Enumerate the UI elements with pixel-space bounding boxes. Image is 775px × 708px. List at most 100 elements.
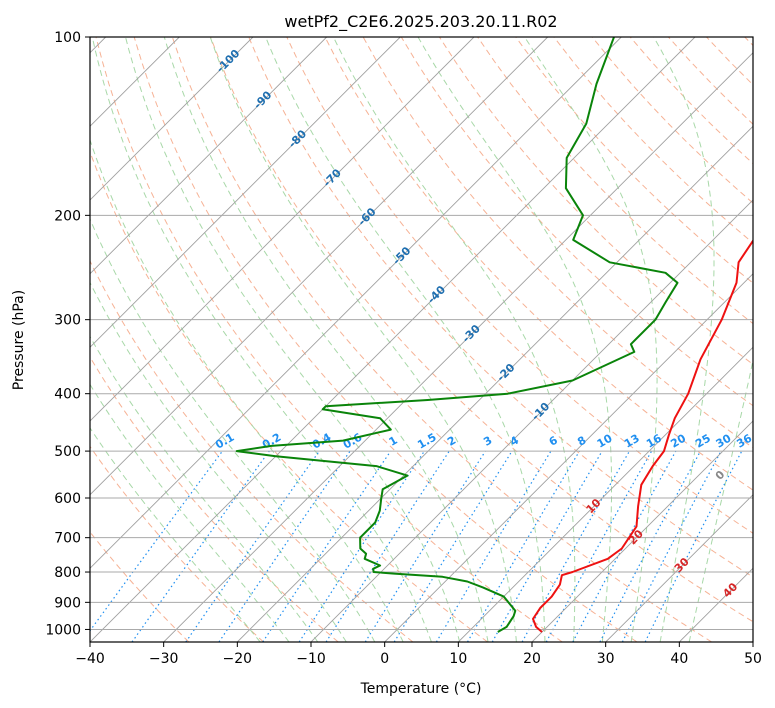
moist-adiabat [90, 383, 290, 642]
mixing-ratio-label: 6 [547, 433, 560, 448]
y-axis: 100 200 300 400 500 600 700 800 900 1000 [45, 30, 90, 638]
isotherm-label: -60 [355, 205, 378, 228]
x-tick-label: 20 [523, 651, 541, 667]
mixing-ratio-line [393, 450, 513, 642]
dry-adiabat [90, 259, 414, 642]
isotherm-label: -90 [251, 88, 274, 111]
isotherm-label: -40 [425, 283, 448, 306]
temperature-line [532, 239, 753, 633]
dry-adiabat [553, 37, 753, 244]
moist-adiabat [417, 37, 612, 642]
x-tick-label: 0 [380, 651, 389, 667]
isotherm [384, 273, 753, 642]
mixing-ratio-line [521, 450, 631, 642]
dewpoint-line [235, 37, 679, 633]
sounding-series [235, 37, 753, 633]
isotherm [752, 641, 753, 642]
background-line-labels: -100-90-80-70-60-50-40-30-20-10102030400… [213, 47, 754, 601]
isotherm-label: -50 [390, 244, 413, 267]
dry-adiabat-label: 10 [584, 496, 604, 516]
y-tick-label: 300 [54, 313, 81, 329]
mixing-ratio-line [325, 450, 450, 642]
isotherm [90, 37, 254, 201]
chart-title: wetPf2_C2E6.2025.203.20.11.R02 [284, 12, 557, 32]
x-tick-label: −10 [296, 651, 326, 667]
mixing-ratio-label: 3 [481, 434, 494, 449]
dry-adiabat [477, 37, 753, 325]
moist-adiabat [163, 37, 489, 642]
y-tick-label: 100 [54, 30, 81, 46]
mixing-ratio-line [262, 450, 392, 642]
dry-adiabat [438, 37, 753, 366]
y-axis-title: Pressure (hPa) [11, 290, 27, 390]
isotherm-label: -100 [214, 47, 243, 76]
mixing-ratio-line [90, 450, 223, 632]
mixing-ratio-line [218, 450, 351, 642]
mixing-ratio-line [364, 450, 486, 642]
mixing-ratio-line [572, 450, 677, 642]
x-tick-label: 10 [449, 651, 467, 667]
y-tick-label: 600 [54, 491, 81, 507]
moist-adiabat [90, 217, 376, 642]
plot-frame [89, 36, 754, 643]
mixing-ratio-line [298, 450, 425, 642]
moist-adiabat [209, 37, 517, 642]
moist-adiabat [91, 37, 432, 642]
mixing-ratio-label: 10 [595, 432, 615, 451]
grid-lines [90, 37, 753, 642]
dry-adiabat [90, 445, 264, 642]
isotherm [90, 37, 696, 642]
moist-adiabat [653, 37, 715, 642]
mixing-ratio-label: 36 [734, 432, 754, 451]
isotherm [90, 37, 475, 422]
background-lines [90, 37, 753, 642]
x-tick-label: 50 [744, 651, 762, 667]
mixing-ratio-line [599, 450, 702, 642]
moist-adiabat [90, 281, 347, 642]
y-tick-label: 200 [54, 208, 81, 224]
mixing-ratio-label: 13 [622, 432, 642, 451]
mixing-ratio-label: 2 [445, 434, 458, 449]
dry-adiabat [171, 37, 712, 642]
mixing-ratio-label: 4 [508, 433, 521, 448]
moist-adiabat [524, 37, 658, 642]
y-tick-label: 500 [54, 444, 81, 460]
mixing-ratio-line [435, 450, 552, 642]
dry-adiabat [90, 150, 488, 642]
moist-adiabat [90, 138, 404, 642]
mixing-ratio-line [131, 450, 270, 642]
dry-adiabat [515, 37, 753, 284]
moist-adiabat [90, 427, 261, 642]
isotherm [90, 37, 549, 496]
isotherm-label: -30 [460, 322, 483, 345]
dry-adiabat [210, 37, 753, 623]
isotherm [457, 346, 753, 642]
moist-adiabat [265, 37, 546, 642]
dry-adiabat [90, 356, 339, 642]
dry-adiabat [324, 37, 753, 491]
mixing-ratio-label: 25 [693, 432, 713, 451]
mixing-ratio-label: 0.1 [213, 431, 236, 452]
isotherm [236, 125, 753, 642]
dry-adiabat [706, 37, 753, 86]
mixing-ratio-label: 8 [575, 434, 588, 449]
x-tick-label: 30 [597, 651, 615, 667]
x-tick-label: −40 [75, 651, 105, 667]
dry-adiabat [668, 37, 753, 125]
mixing-ratio-label: 30 [714, 432, 734, 451]
x-tick-label: −20 [223, 651, 253, 667]
moist-adiabat [688, 358, 753, 642]
isotherm [90, 37, 622, 569]
dry-adiabat [133, 37, 638, 642]
moist-adiabat [332, 37, 576, 642]
mixing-ratio-line [466, 450, 580, 642]
isotherm-label: -20 [494, 361, 517, 384]
moist-adiabat-label: 0 [713, 468, 728, 483]
mixing-ratio-label: 1 [387, 434, 400, 449]
isotherm [678, 567, 753, 642]
mixing-ratio-label: 20 [668, 432, 688, 451]
mixing-ratio-label: 0.2 [260, 431, 283, 452]
isotherm [605, 494, 753, 642]
x-axis-title: Temperature (°C) [360, 681, 482, 697]
